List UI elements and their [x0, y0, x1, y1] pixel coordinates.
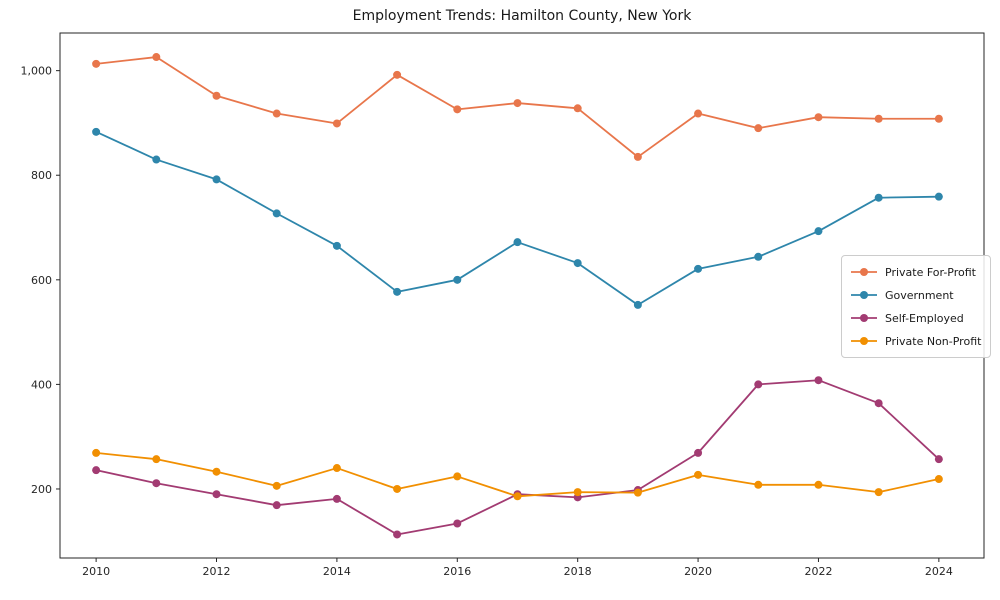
data-point-marker	[694, 448, 703, 457]
y-tick-label: 200	[31, 483, 52, 496]
data-point-marker	[92, 466, 101, 475]
legend-label: Self-Employed	[885, 311, 964, 325]
x-tick-label: 2016	[443, 565, 471, 578]
legend-entry: Government	[850, 286, 981, 304]
data-point-marker	[453, 472, 462, 481]
x-tick-label: 2018	[564, 565, 592, 578]
data-point-marker	[92, 448, 101, 457]
x-tick-label: 2010	[82, 565, 110, 578]
data-point-marker	[92, 127, 101, 136]
data-point-marker	[272, 109, 281, 118]
data-point-marker	[633, 300, 642, 309]
data-point-marker	[573, 488, 582, 497]
data-point-marker	[573, 259, 582, 268]
data-point-marker	[814, 376, 823, 385]
data-point-marker	[332, 464, 341, 473]
x-tick-label: 2022	[804, 565, 832, 578]
legend-label: Private For-Profit	[885, 265, 976, 279]
data-point-marker	[332, 494, 341, 503]
data-point-marker	[633, 488, 642, 497]
data-point-marker	[633, 152, 642, 161]
data-point-marker	[754, 380, 763, 389]
data-point-marker	[453, 105, 462, 114]
legend-marker-icon	[851, 337, 877, 345]
data-point-marker	[212, 175, 221, 184]
legend-label: Private Non-Profit	[885, 334, 982, 348]
legend-entry: Private Non-Profit	[850, 332, 981, 350]
legend-label: Government	[885, 288, 954, 302]
data-point-marker	[694, 109, 703, 118]
data-point-marker	[272, 501, 281, 510]
x-tick-label: 2014	[323, 565, 351, 578]
data-point-marker	[332, 119, 341, 128]
x-tick-label: 2020	[684, 565, 712, 578]
data-point-marker	[573, 104, 582, 113]
data-point-marker	[754, 124, 763, 133]
data-point-marker	[934, 455, 943, 464]
data-point-marker	[152, 155, 161, 164]
legend-entry: Self-Employed	[850, 309, 981, 327]
data-point-marker	[152, 455, 161, 464]
data-point-marker	[874, 193, 883, 202]
legend-marker-icon	[851, 268, 877, 276]
data-point-marker	[694, 264, 703, 273]
data-point-marker	[393, 70, 402, 79]
data-point-marker	[814, 480, 823, 489]
series-line	[95, 451, 940, 498]
data-point-marker	[814, 227, 823, 236]
data-point-marker	[814, 113, 823, 122]
legend-marker-icon	[851, 314, 877, 322]
data-point-marker	[874, 488, 883, 497]
data-point-marker	[934, 114, 943, 123]
x-tick-label: 2024	[925, 565, 953, 578]
y-tick-label: 400	[31, 378, 52, 391]
data-point-marker	[694, 470, 703, 479]
y-tick-label: 600	[31, 274, 52, 287]
data-point-marker	[453, 519, 462, 528]
data-point-marker	[272, 481, 281, 490]
data-point-marker	[152, 53, 161, 62]
data-point-marker	[513, 492, 522, 501]
data-point-marker	[212, 490, 221, 499]
data-point-marker	[874, 399, 883, 408]
y-tick-label: 1,000	[21, 65, 53, 78]
legend-entry: Private For-Profit	[850, 263, 981, 281]
chart-title: Employment Trends: Hamilton County, New …	[352, 8, 692, 24]
legend: Private For-Profit Government Self-Employe…	[841, 255, 992, 358]
data-point-marker	[92, 59, 101, 68]
data-point-marker	[453, 275, 462, 284]
data-point-marker	[754, 252, 763, 261]
data-point-marker	[332, 241, 341, 250]
data-point-marker	[934, 475, 943, 484]
data-point-marker	[513, 238, 522, 247]
series-line	[95, 379, 940, 536]
data-point-marker	[874, 114, 883, 123]
data-point-marker	[272, 209, 281, 218]
data-point-marker	[393, 287, 402, 296]
data-point-marker	[152, 479, 161, 488]
y-tick-label: 800	[31, 169, 52, 182]
x-tick-label: 2012	[203, 565, 231, 578]
data-point-marker	[212, 91, 221, 100]
data-point-marker	[934, 192, 943, 201]
data-point-marker	[393, 484, 402, 493]
data-point-marker	[212, 467, 221, 476]
legend-marker-icon	[851, 291, 877, 299]
data-point-marker	[393, 530, 402, 539]
data-point-marker	[513, 99, 522, 108]
series-line	[95, 130, 940, 306]
data-point-marker	[754, 480, 763, 489]
